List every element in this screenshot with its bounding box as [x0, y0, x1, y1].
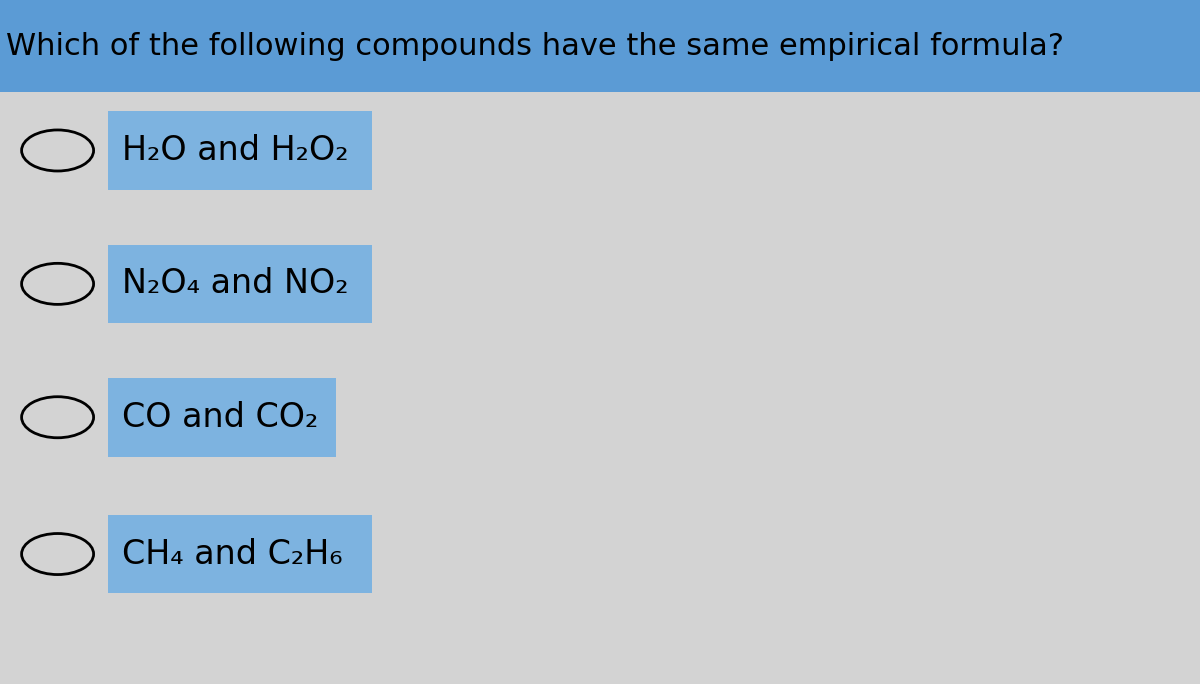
Text: CH₄ and C₂H₆: CH₄ and C₂H₆ [122, 538, 343, 570]
Text: H₂O and H₂O₂: H₂O and H₂O₂ [122, 134, 349, 167]
FancyBboxPatch shape [108, 111, 372, 190]
Text: N₂O₄ and NO₂: N₂O₄ and NO₂ [122, 267, 349, 300]
FancyBboxPatch shape [0, 0, 1200, 92]
Text: Which of the following compounds have the same empirical formula?: Which of the following compounds have th… [6, 31, 1064, 61]
FancyBboxPatch shape [108, 245, 372, 324]
Text: CO and CO₂: CO and CO₂ [122, 401, 319, 434]
FancyBboxPatch shape [108, 515, 372, 593]
FancyBboxPatch shape [108, 378, 336, 457]
